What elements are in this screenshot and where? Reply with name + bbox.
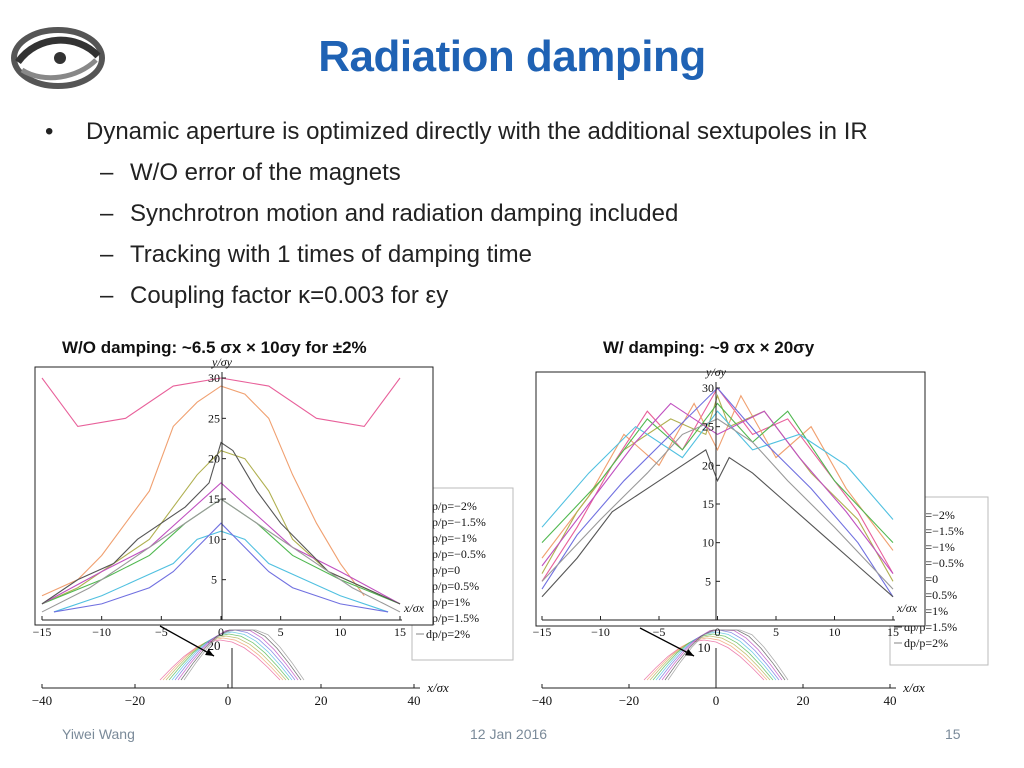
y-tick-label: 25 (208, 411, 220, 425)
y-tick-label: 5 (705, 574, 711, 588)
x-tick-label: −10 (591, 625, 610, 639)
legend-entry: dp/p=−1% (426, 531, 477, 545)
background-trace (661, 629, 783, 681)
x-tick-label: 0 (225, 693, 232, 708)
background-trace (655, 631, 777, 681)
series-line (541, 394, 894, 559)
x-tick-label: −20 (125, 693, 145, 708)
series-line (53, 522, 389, 613)
series-line (541, 402, 894, 574)
background-trace (652, 633, 774, 681)
x-tick-label: 40 (408, 693, 421, 708)
legend-entry: dp/p=1% (426, 595, 470, 609)
legend-entry: dp/p=1.5% (426, 611, 479, 625)
arrow-line (639, 627, 695, 657)
x-tick-label: 20 (315, 693, 328, 708)
background-trace (159, 639, 281, 681)
x-tick-label: −15 (33, 625, 52, 639)
x-axis-label: x/σx (902, 680, 925, 695)
legend-entry: dp/p=0 (426, 563, 460, 577)
y-axis-label: y/σy (211, 355, 233, 369)
legend-entry: dp/p=2% (426, 627, 470, 641)
footer-author: Yiwei Wang (62, 726, 135, 742)
background-trace (643, 639, 765, 681)
background-trace (183, 629, 305, 681)
series-line (41, 377, 401, 427)
background-trace (171, 631, 293, 681)
background-trace (646, 637, 768, 681)
series-line (41, 498, 401, 613)
x-axis-label: x/σx (403, 601, 425, 615)
x-tick-label: −5 (155, 625, 168, 639)
x-tick-label: −40 (532, 693, 552, 708)
background-trace (165, 635, 287, 681)
series-line (541, 418, 894, 590)
x-tick-label: −40 (32, 693, 52, 708)
y-tick-label: 15 (702, 497, 714, 511)
x-axis-label: x/σx (426, 680, 449, 695)
x-tick-label: 15 (394, 625, 406, 639)
sub-bullet: – Coupling factor κ=0.003 for εy (100, 282, 449, 309)
y-tick-label: 10 (702, 536, 714, 550)
y-tick-label: 20 (702, 458, 714, 472)
x-tick-label: 10 (334, 625, 346, 639)
chart-frame (535, 371, 926, 627)
y-tick-label: 10 (208, 532, 220, 546)
legend-entry: dp/p=−0.5% (426, 547, 486, 561)
series-line (41, 482, 401, 605)
y-tick-label: 20 (208, 452, 220, 466)
y-tick-label: 10 (698, 640, 711, 655)
x-tick-label: 5 (773, 625, 779, 639)
slide-title: Radiation damping (318, 32, 706, 81)
legend-entry: dp/p=−1.5% (426, 515, 486, 529)
x-tick-label: 20 (797, 693, 810, 708)
series-line (41, 441, 401, 605)
x-tick-label: 15 (887, 625, 899, 639)
footer-page-number: 15 (945, 726, 961, 742)
series-line (541, 410, 894, 528)
y-tick-label: 30 (702, 381, 714, 395)
background-trace (162, 637, 284, 681)
series-line (541, 449, 894, 598)
x-tick-label: −10 (92, 625, 111, 639)
footer-date: 12 Jan 2016 (470, 726, 548, 742)
x-tick-label: −20 (619, 693, 639, 708)
legend-entry: dp/p=2% (904, 636, 948, 650)
legend-entry: dp/p=−2% (426, 499, 477, 513)
institute-logo (11, 27, 105, 89)
y-tick-label: 30 (208, 371, 220, 385)
caption-right: W/ damping: ~9 σx × 20σy (603, 338, 815, 357)
x-tick-label: 0 (713, 693, 720, 708)
y-tick-label: 5 (211, 573, 217, 587)
bullet-main: Dynamic aperture is optimized directly w… (86, 118, 868, 145)
x-tick-label: 0 (218, 625, 224, 639)
x-tick-label: 5 (278, 625, 284, 639)
background-trace (649, 635, 771, 681)
x-tick-label: 0 (715, 625, 721, 639)
arrow-head (205, 648, 214, 656)
x-tick-label: 40 (884, 693, 897, 708)
y-tick-label: 15 (208, 492, 220, 506)
background-trace (168, 633, 290, 681)
arrow-head (685, 649, 694, 656)
x-tick-label: −5 (653, 625, 666, 639)
bullet-marker: • (45, 118, 54, 145)
sub-bullet: – W/O error of the magnets (100, 159, 401, 186)
caption-left: W/O damping: ~6.5 σx × 10σy for ±2% (62, 338, 367, 357)
x-tick-label: 10 (829, 625, 841, 639)
sub-bullet: – Synchrotron motion and radiation dampin… (100, 200, 679, 227)
series-line (541, 402, 894, 544)
y-axis-label: y/σy (705, 365, 727, 379)
legend-entry: dp/p=0.5% (426, 579, 479, 593)
sub-bullet: – Tracking with 1 times of damping time (100, 241, 532, 268)
arrow-line (159, 625, 215, 657)
x-axis-label: x/σx (896, 601, 918, 615)
y-tick-label: 25 (702, 420, 714, 434)
x-tick-label: −15 (533, 625, 552, 639)
chart-frame (34, 366, 434, 626)
series-line (53, 530, 389, 613)
series-line (41, 385, 365, 597)
